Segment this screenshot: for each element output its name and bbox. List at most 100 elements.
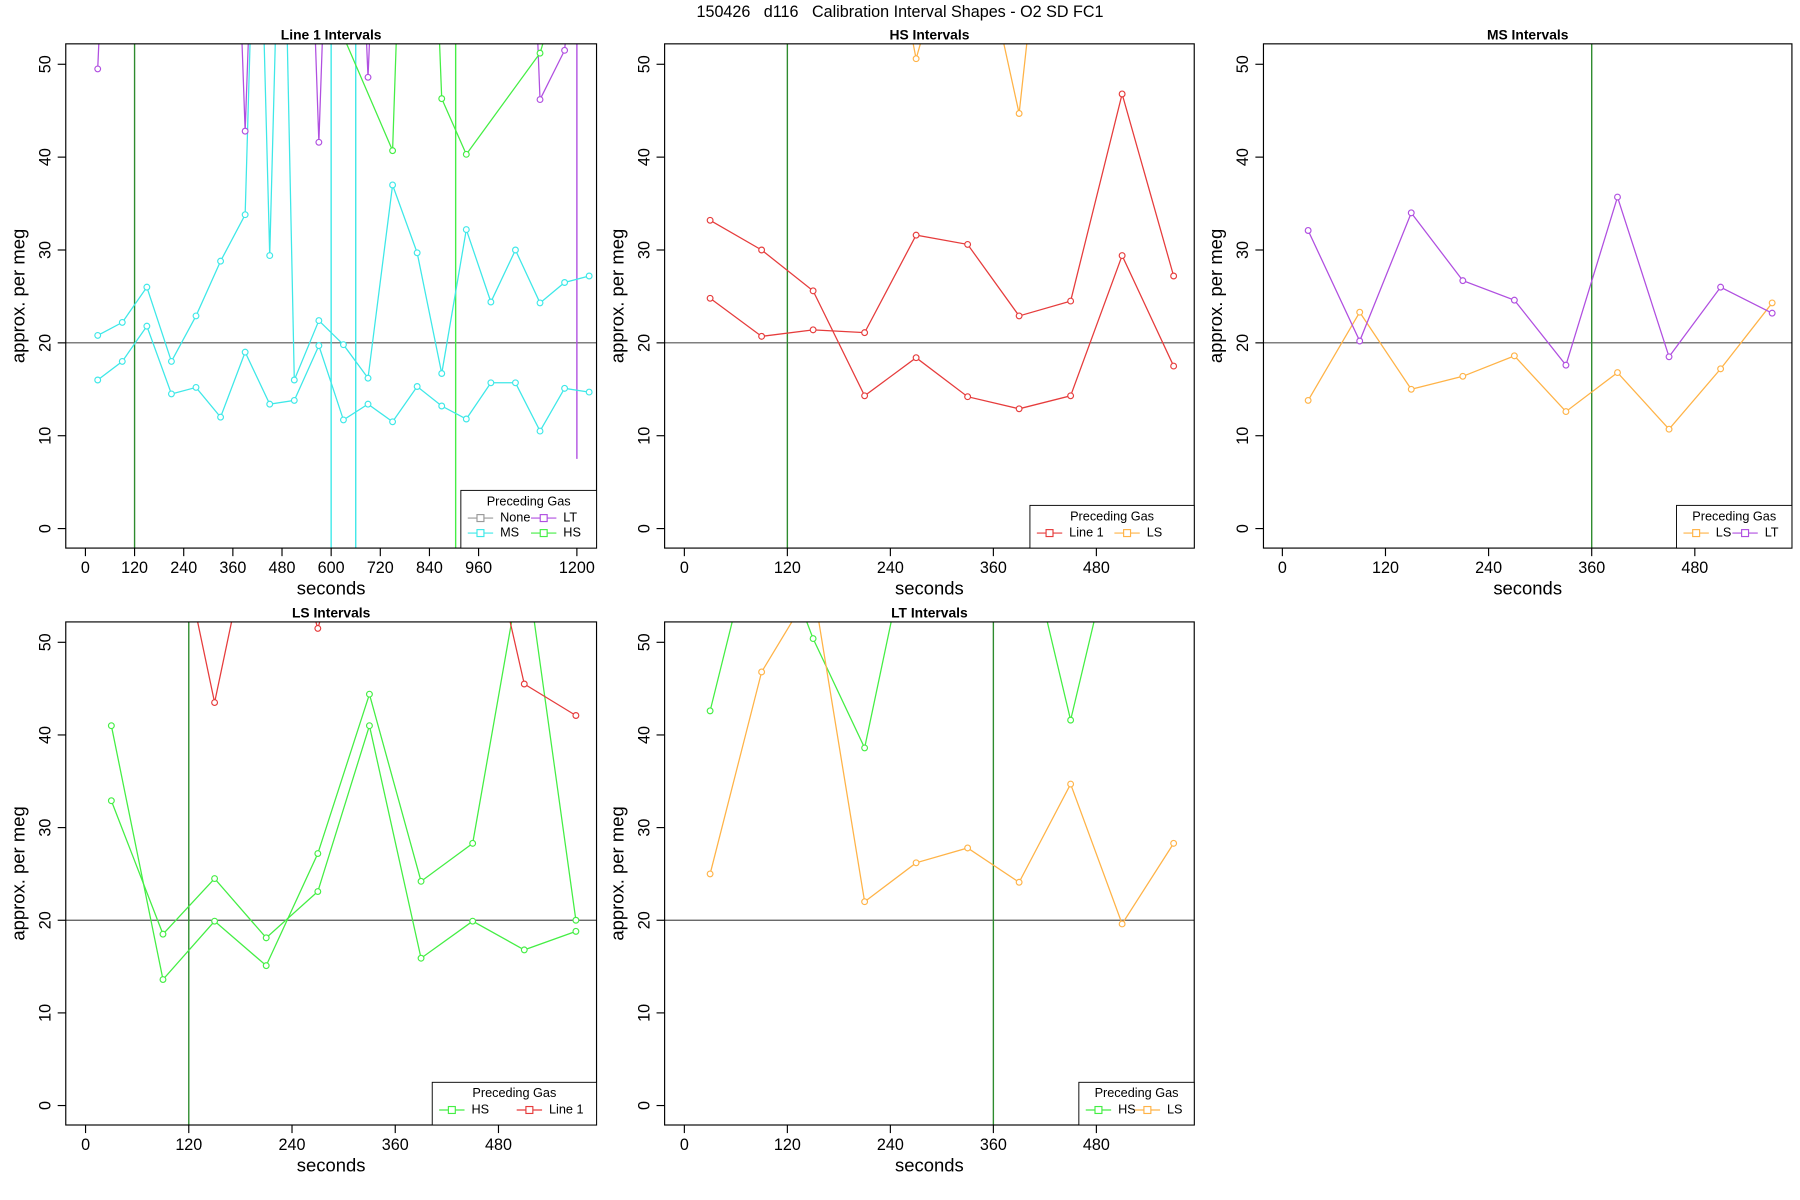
data-point [241, 127, 249, 135]
y-tick-label: 30 [36, 819, 54, 837]
data-point [266, 252, 274, 260]
y-tick-label: 40 [635, 148, 653, 166]
data-point [1459, 372, 1467, 380]
series-line [709, 621, 1095, 750]
legend-marker [539, 529, 548, 538]
series-line [97, 43, 590, 381]
data-point [861, 744, 869, 752]
data-point [107, 797, 115, 805]
data-point [290, 396, 298, 404]
data-point [1356, 337, 1364, 345]
legend-title: Preceding Gas [1095, 1086, 1179, 1100]
data-point [1614, 193, 1621, 201]
data-point [315, 342, 323, 350]
data-point [1510, 296, 1518, 304]
y-tick-label: 40 [36, 726, 54, 744]
panel-title: LT Intervals [891, 605, 968, 621]
data-point [211, 917, 219, 925]
plot-area [664, 43, 1195, 549]
x-tick-label: 840 [416, 559, 443, 577]
data-point [861, 898, 869, 906]
y-tick-label: 10 [36, 427, 54, 445]
data-point [438, 95, 446, 103]
legend-label: MS [500, 525, 519, 539]
data-point [389, 147, 397, 155]
series-line [110, 723, 577, 960]
x-tick-label: 240 [1475, 559, 1502, 577]
series-line [97, 43, 566, 143]
data-point [94, 331, 102, 339]
series-line [345, 43, 544, 156]
plot-frame [1262, 43, 1793, 549]
series-line [1307, 194, 1773, 367]
x-tick-label: 0 [81, 1136, 90, 1154]
data-point [1304, 227, 1312, 234]
legend-label: HS [471, 1102, 489, 1116]
x-tick-label: 480 [1083, 1136, 1110, 1154]
legend-label: LS [1167, 1102, 1183, 1116]
data-point [759, 500, 765, 506]
data-point [469, 839, 477, 847]
legend: Preceding Gas Line 1 LS [1029, 504, 1195, 549]
y-tick-label: 10 [1234, 427, 1252, 445]
data-point [1510, 352, 1518, 360]
data-point [1118, 920, 1126, 928]
x-tick-label: 480 [485, 1136, 512, 1154]
data-point [1067, 297, 1075, 305]
data-point [487, 379, 495, 387]
x-tick-label: 360 [1578, 559, 1605, 577]
x-tick-label: 360 [980, 1136, 1007, 1154]
data-point [1614, 369, 1621, 377]
data-point [706, 707, 714, 715]
data-point [94, 65, 102, 73]
data-point [339, 341, 347, 349]
data-point [462, 150, 470, 158]
legend-box [1029, 504, 1195, 549]
data-point [585, 388, 593, 396]
panel-title: HS Intervals [889, 26, 969, 42]
data-point [1562, 361, 1570, 369]
legend-title: Preceding Gas [1070, 509, 1154, 523]
data-point [964, 844, 972, 852]
series-line [110, 621, 577, 981]
legend-marker [539, 514, 548, 523]
data-point [520, 680, 528, 688]
plot-area [65, 43, 597, 549]
data-point [1170, 839, 1178, 847]
y-tick-label: 30 [1234, 241, 1252, 259]
x-tick-label: 0 [1278, 559, 1287, 577]
data-point [469, 917, 477, 925]
data-point [263, 454, 269, 460]
data-point [1304, 396, 1312, 404]
y-tick-label: 30 [36, 241, 54, 259]
panel: LT Intervals seconds approx. per meg 0 120 24… [606, 500, 1195, 1175]
legend-marker [447, 1105, 456, 1115]
panel: MS Intervals seconds approx. per meg 0 120 24… [1205, 26, 1793, 598]
data-point [572, 916, 580, 924]
x-axis-label: seconds [1493, 577, 1562, 598]
data-point [470, 454, 476, 460]
data-point [315, 317, 323, 325]
data-point [706, 870, 714, 878]
data-point [1356, 308, 1364, 316]
y-tick-label: 0 [1234, 524, 1252, 533]
x-tick-label: 480 [1681, 559, 1708, 577]
data-point [1717, 283, 1725, 291]
y-tick-label: 50 [36, 633, 54, 651]
plot-frame [65, 43, 598, 549]
plot-frame [65, 621, 598, 1126]
data-point [143, 283, 151, 291]
x-axis-label: seconds [297, 577, 366, 598]
data-point [364, 400, 372, 408]
x-tick-label: 120 [774, 559, 801, 577]
y-tick-label: 40 [635, 726, 653, 744]
panel-title: LS Intervals [292, 605, 371, 621]
data-point [339, 416, 347, 424]
data-point [413, 249, 421, 257]
legend-title: Preceding Gas [1692, 509, 1776, 523]
x-tick-label: 240 [877, 559, 904, 577]
legend-box [431, 1081, 597, 1126]
legend: Preceding Gas HS Line 1 [431, 1081, 597, 1126]
